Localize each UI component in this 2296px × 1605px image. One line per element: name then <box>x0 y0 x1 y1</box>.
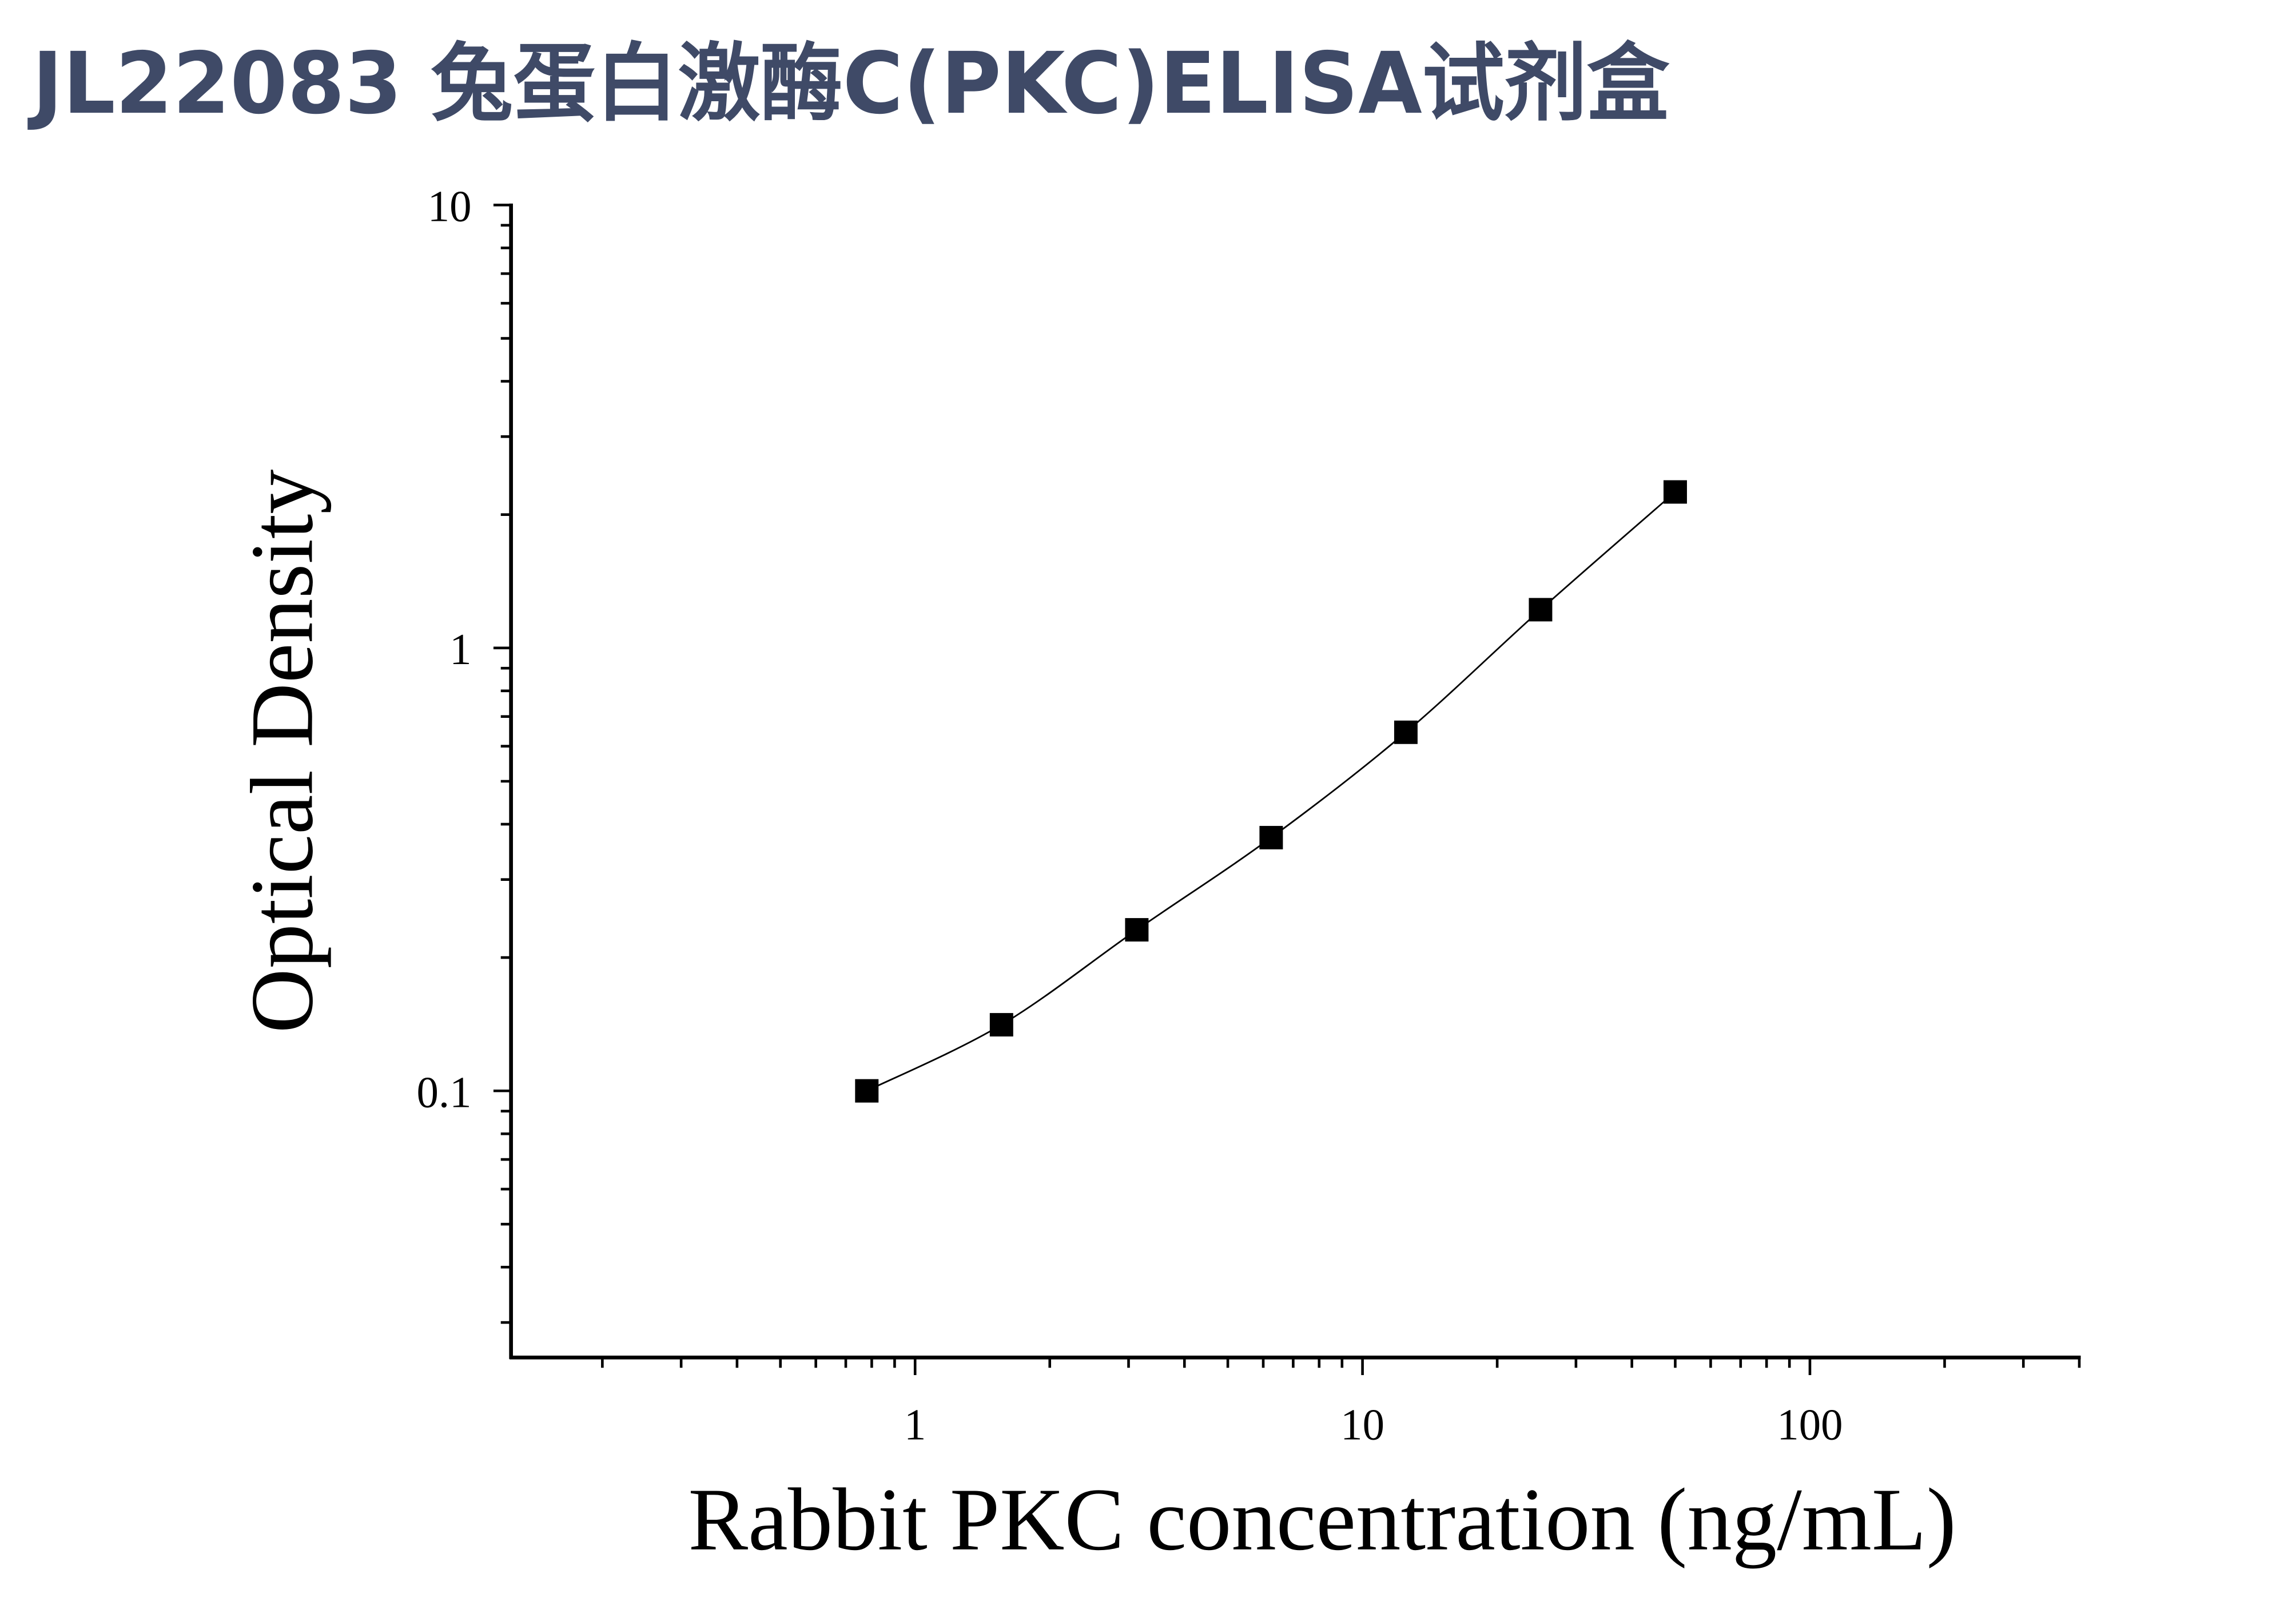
y-axis-label: Optical Density <box>232 470 331 1034</box>
data-point <box>1259 825 1283 849</box>
x-tick-label: 100 <box>1777 1401 1843 1449</box>
x-tick-label: 10 <box>1340 1401 1384 1449</box>
y-tick-label: 1 <box>449 625 471 674</box>
axis-tick-labels: 1 10 100 0.1 1 10 <box>417 182 1843 1449</box>
data-point <box>855 1079 879 1103</box>
y-tick-label: 0.1 <box>417 1068 472 1117</box>
axis-ticks <box>493 204 2081 1376</box>
y-tick-label: 10 <box>428 182 472 231</box>
data-point <box>1529 598 1553 622</box>
data-point <box>1663 480 1687 504</box>
chart-title: JL22083 兔蛋白激酶C(PKC)ELISA试剂盒 <box>27 34 1670 133</box>
data-point <box>989 1013 1013 1037</box>
plot-area: 1 10 100 0.1 1 10 <box>417 182 2081 1449</box>
data-point <box>1394 720 1418 744</box>
x-tick-label: 1 <box>904 1401 926 1449</box>
data-point <box>1125 918 1149 942</box>
x-axis-label: Rabbit PKC concentration (ng/mL) <box>688 1470 1956 1569</box>
data-points <box>855 480 1687 1103</box>
